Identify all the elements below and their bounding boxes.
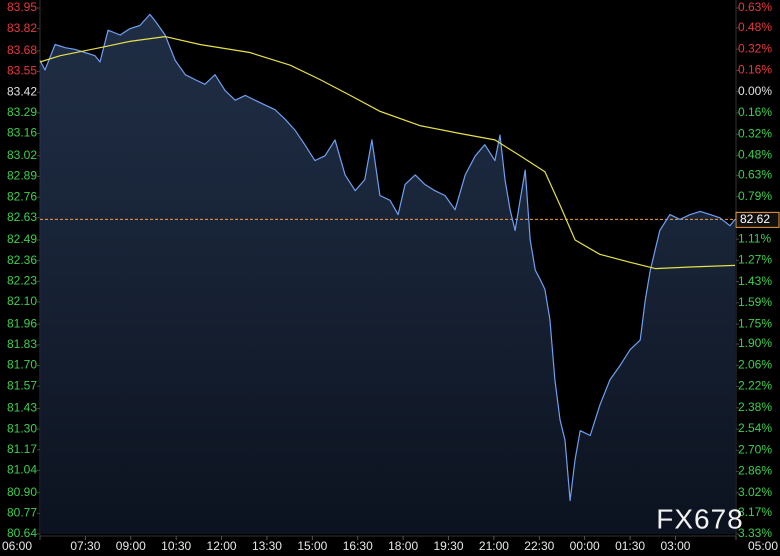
y2-tick-label: 2.38% xyxy=(738,400,772,414)
y2-tick-label: 0.63% xyxy=(738,168,772,182)
y2-tick-label: 0.32% xyxy=(738,126,772,140)
y-tick-label: 81.96 xyxy=(7,316,37,330)
x-tick-label: 00:00 xyxy=(570,539,600,553)
y-tick-label: 82.49 xyxy=(7,232,37,246)
y-tick-label: 82.89 xyxy=(7,169,37,183)
y-tick-label: 82.36 xyxy=(7,253,37,267)
y2-tick-label: 2.86% xyxy=(738,464,772,478)
y2-tick-label: 0.63% xyxy=(738,0,772,14)
y2-tick-label: 2.54% xyxy=(738,421,772,435)
y-tick-label: 83.42 xyxy=(7,84,37,98)
x-tick-label: 19:30 xyxy=(434,539,464,553)
y-tick-label: 80.77 xyxy=(7,506,37,520)
y-tick-label: 82.76 xyxy=(7,189,37,203)
y-tick-label: 80.64 xyxy=(7,526,37,540)
y-tick-label: 82.23 xyxy=(7,274,37,288)
y-tick-label: 81.04 xyxy=(7,463,37,477)
y-tick-label: 81.83 xyxy=(7,337,37,351)
last-price-box xyxy=(735,211,780,228)
x-tick-label: 18:00 xyxy=(388,539,418,553)
x-tick-label: 06:00 xyxy=(2,539,32,553)
x-tick-label: 05:00 xyxy=(748,539,778,553)
y2-tick-label: 1.43% xyxy=(738,274,772,288)
x-tick-label: 10:30 xyxy=(161,539,191,553)
y-tick-label: 81.57 xyxy=(7,378,37,392)
y2-tick-label: 0.79% xyxy=(738,189,772,203)
y-tick-label: 81.17 xyxy=(7,442,37,456)
price-area xyxy=(40,14,735,534)
x-tick-label: 13:30 xyxy=(252,539,282,553)
y-tick-label: 81.43 xyxy=(7,401,37,415)
last-price-label: 82.62 xyxy=(740,212,770,226)
y2-tick-label: 1.27% xyxy=(738,253,772,267)
y-tick-label: 82.10 xyxy=(7,294,37,308)
y2-tick-label: 2.70% xyxy=(738,442,772,456)
y2-tick-label: 0.00% xyxy=(738,84,772,98)
y2-tick-label: 3.17% xyxy=(738,505,772,519)
y-tick-label: 83.55 xyxy=(7,64,37,78)
y2-tick-label: 2.22% xyxy=(738,379,772,393)
x-tick-label: 03:00 xyxy=(660,539,690,553)
x-tick-label: 12:00 xyxy=(207,539,237,553)
x-tick-label: 07:30 xyxy=(70,539,100,553)
average-line xyxy=(39,36,736,270)
y-tick-label: 83.29 xyxy=(7,105,37,119)
y2-tick-label: 1.75% xyxy=(738,316,772,330)
x-tick-label: 01:30 xyxy=(615,539,645,553)
x-tick-label: 16:30 xyxy=(343,539,373,553)
x-tick-label: 21:00 xyxy=(479,539,509,553)
y-tick-label: 82.63 xyxy=(7,210,37,224)
y2-tick-label: 0.48% xyxy=(738,148,772,162)
y2-tick-label: 1.11% xyxy=(738,231,771,245)
y-tick-label: 83.16 xyxy=(7,126,37,140)
x-tick-label: 22:30 xyxy=(524,539,554,553)
y-tick-label: 83.82 xyxy=(7,21,37,35)
y2-tick-label: 0.48% xyxy=(738,20,772,34)
y2-tick-label: 1.59% xyxy=(738,295,772,309)
y2-tick-label: 2.06% xyxy=(738,357,772,371)
y2-tick-label: 0.16% xyxy=(738,63,772,77)
y2-tick-label: 1.90% xyxy=(738,336,772,350)
price-line xyxy=(39,13,736,502)
y2-tick-label: 0.16% xyxy=(738,105,772,119)
y-tick-label: 83.95 xyxy=(7,0,37,14)
y-tick-label: 83.68 xyxy=(7,43,37,57)
y2-tick-label: 0.32% xyxy=(738,41,772,55)
y-tick-label: 81.30 xyxy=(7,421,37,435)
y2-tick-label: 3.33% xyxy=(738,526,772,540)
y-tick-label: 81.70 xyxy=(7,358,37,372)
y2-tick-label: 3.02% xyxy=(738,485,772,499)
x-tick-label: 15:00 xyxy=(297,539,327,553)
x-tick-label: 09:00 xyxy=(116,539,146,553)
y-tick-label: 83.02 xyxy=(7,148,37,162)
y-tick-label: 80.90 xyxy=(7,485,37,499)
watermark: FX678 xyxy=(656,503,744,534)
